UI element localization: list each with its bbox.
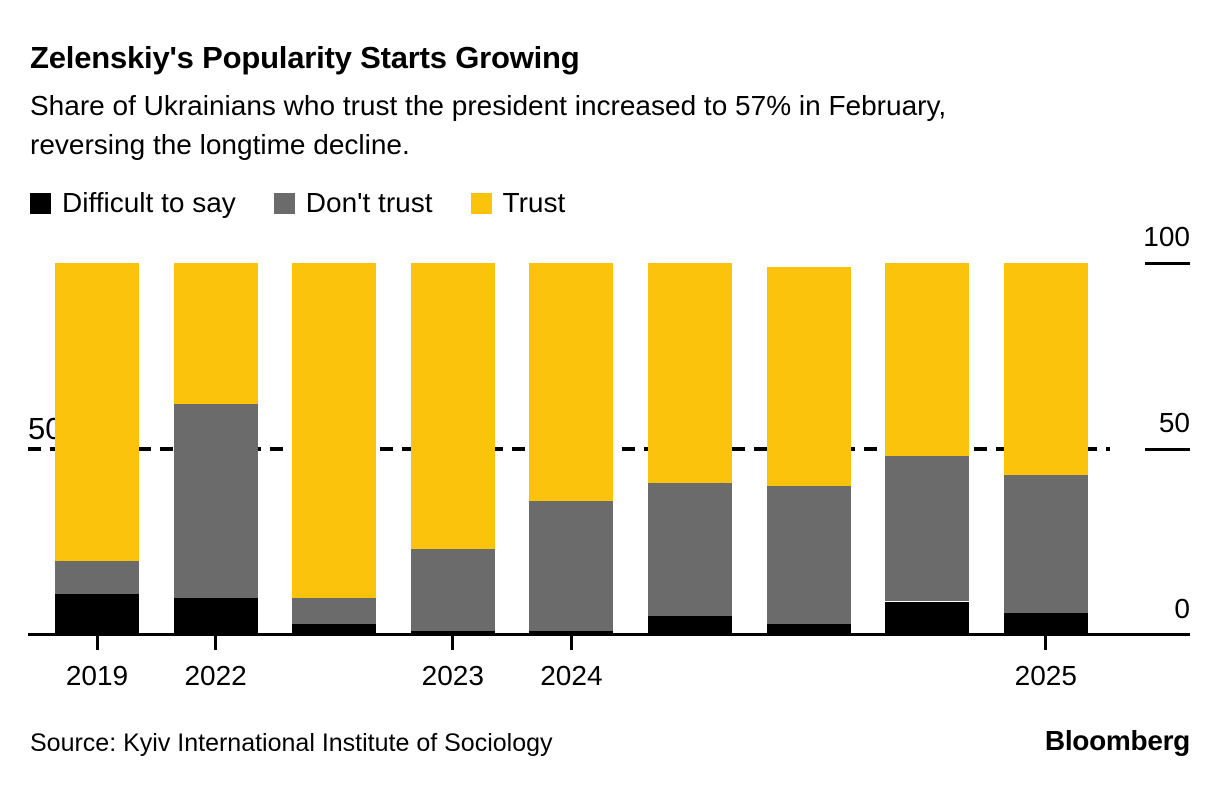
- bar-segment-difficult-to-say: [1003, 612, 1088, 635]
- x-axis-tick: [214, 635, 218, 650]
- bar-segment-difficult-to-say: [55, 594, 139, 635]
- bloomberg-logo: Bloomberg: [1044, 725, 1190, 756]
- bar-segment-difficult-to-say: [173, 597, 258, 635]
- x-axis-tick: [1044, 635, 1048, 650]
- bar-segment-don-t-trust: [55, 560, 139, 595]
- x-axis-tick: [451, 635, 455, 650]
- legend-swatch-difficult-to-say: [30, 192, 51, 214]
- legend-item-dont-trust: Don't trust: [273, 187, 433, 219]
- bar-segment-difficult-to-say: [766, 623, 851, 635]
- bar-segment-difficult-to-say: [529, 631, 614, 635]
- x-axis-tick: [569, 635, 573, 650]
- y-axis-label-0: 0: [1174, 593, 1190, 624]
- bar-segment-don-t-trust: [1003, 475, 1088, 613]
- bar-segment-difficult-to-say: [410, 631, 495, 635]
- y-axis-tick: [1145, 447, 1190, 451]
- bar-segment-don-t-trust: [885, 456, 970, 602]
- legend-swatch-dont-trust: [273, 192, 295, 214]
- x-axis-label-2025: 2025: [1014, 660, 1077, 691]
- bar-segment-don-t-trust: [648, 482, 732, 617]
- bar-segment-don-t-trust: [292, 597, 377, 624]
- legend: Difficult to say Don't trust Trust: [30, 187, 565, 219]
- bar-segment-trust: [173, 263, 258, 405]
- x-axis-label-2023: 2023: [421, 660, 484, 691]
- bar-segment-trust: [648, 263, 732, 483]
- bar-segment-difficult-to-say: [648, 616, 732, 635]
- x-axis-label-2019: 2019: [65, 660, 129, 691]
- legend-label-dont-trust: Don't trust: [305, 187, 433, 218]
- bar-segment-trust: [529, 263, 614, 502]
- x-axis-label-2022: 2022: [184, 660, 247, 691]
- bar-segment-trust: [55, 263, 139, 561]
- bar-segment-don-t-trust: [529, 501, 614, 632]
- legend-swatch-trust: [470, 192, 492, 214]
- bar-segment-difficult-to-say: [885, 601, 970, 635]
- bar-segment-trust: [410, 263, 495, 550]
- bar-segment-trust: [1003, 263, 1088, 475]
- source-credit: Source: Kyiv International Institute of …: [30, 729, 553, 757]
- x-axis-tick: [95, 635, 99, 650]
- legend-item-difficult-to-say: Difficult to say: [30, 187, 236, 219]
- legend-label-trust: Trust: [502, 187, 566, 218]
- legend-label-difficult-to-say: Difficult to say: [62, 187, 236, 218]
- y-axis-label-50: 50: [1158, 407, 1190, 438]
- bar-segment-trust: [766, 266, 851, 487]
- y-axis-tick: [1145, 261, 1190, 265]
- bar-segment-don-t-trust: [410, 549, 495, 632]
- y-axis-label-100: 100: [1143, 221, 1190, 252]
- bar-segment-trust: [292, 263, 377, 598]
- bar-segment-don-t-trust: [766, 486, 851, 624]
- bar-segment-trust: [885, 263, 970, 457]
- x-axis-label-2024: 2024: [540, 660, 603, 691]
- bar-segment-difficult-to-say: [292, 623, 377, 635]
- chart-subtitle: Share of Ukrainians who trust the presid…: [30, 90, 947, 160]
- legend-item-trust: Trust: [470, 187, 566, 219]
- bar-segment-don-t-trust: [173, 404, 258, 598]
- chart-title: Zelenskiy's Popularity Starts Growing: [30, 40, 580, 75]
